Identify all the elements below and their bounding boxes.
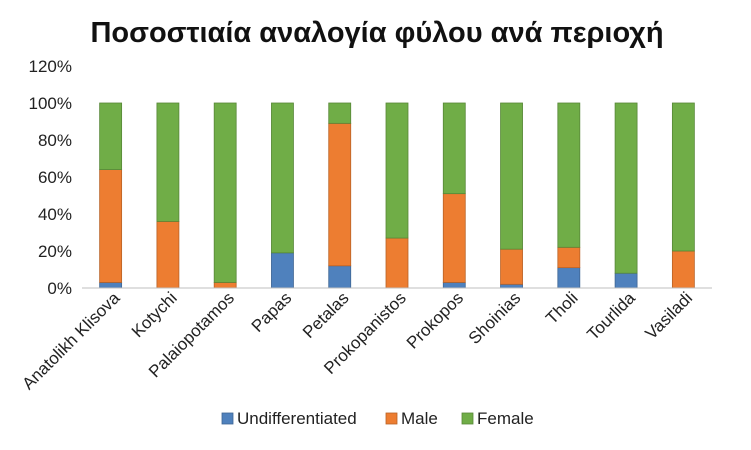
legend-swatch (385, 412, 398, 425)
bar-segment (156, 220, 180, 289)
legend-swatch (461, 412, 474, 425)
bar-segment (213, 282, 237, 289)
bar-segment (557, 102, 581, 248)
bar-segment (385, 102, 409, 239)
legend-label: Female (477, 409, 534, 428)
y-tick-label: 0% (47, 279, 72, 298)
bar-segment (500, 102, 523, 250)
bar-segment (328, 122, 352, 267)
bar-segment (500, 283, 523, 289)
bar-segment (385, 237, 409, 289)
x-tick-label: Prokopos (403, 288, 467, 352)
bar-segment (442, 282, 466, 289)
bar-segment (99, 102, 123, 170)
bar-segment (557, 246, 581, 269)
legend: Undifferentiated Male Female (221, 409, 534, 428)
bar-segment (99, 169, 123, 283)
legend-label: Undifferentiated (237, 409, 357, 428)
bar-segment (671, 250, 695, 289)
chart-title: Ποσοστιαία αναλογία φύλου ανά περιοχή (90, 17, 663, 49)
legend-swatch (221, 412, 234, 425)
y-tick-label: 120% (29, 57, 72, 76)
y-tick-label: 20% (38, 242, 72, 261)
legend-label: Male (401, 409, 438, 428)
x-tick-label: Tourlida (583, 288, 639, 344)
bars (99, 102, 695, 289)
x-tick-label: Petalas (299, 288, 353, 342)
y-tick-label: 80% (38, 131, 72, 150)
x-tick-label: Kotychi (128, 288, 181, 341)
x-tick-label: Shoinias (465, 288, 525, 348)
y-tick-label: 60% (38, 168, 72, 187)
bar-segment (328, 265, 352, 289)
bar-segment (328, 102, 352, 124)
bar-segment (156, 102, 180, 222)
y-tick-label: 100% (29, 94, 72, 113)
bar-segment (271, 102, 294, 254)
bar-segment (671, 102, 695, 252)
y-tick-label: 40% (38, 205, 72, 224)
bar-segment (614, 102, 638, 274)
bar-segment (213, 102, 237, 283)
y-axis: 0% 20% 40% 60% 80% 100% 120% (29, 57, 72, 298)
bar-segment (442, 102, 466, 195)
bar-segment (99, 282, 123, 289)
bar-segment (557, 267, 581, 289)
x-tick-label: Papas (248, 288, 296, 336)
x-tick-label: Anatolikh Klisova (18, 288, 123, 393)
bar-segment (442, 193, 466, 283)
bar-segment (271, 252, 294, 289)
x-tick-label: Tholi (542, 288, 581, 327)
bar-segment (500, 248, 523, 285)
x-tick-label: Vasiladi (642, 288, 697, 343)
bar-segment (614, 272, 638, 289)
